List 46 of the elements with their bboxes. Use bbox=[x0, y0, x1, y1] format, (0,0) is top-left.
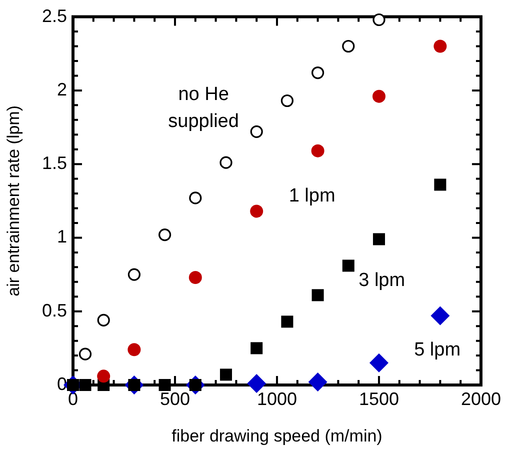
annotation: 1 lpm bbox=[288, 186, 336, 207]
point bbox=[372, 90, 386, 103]
y-axis-title: air entrainment rate (lpm) bbox=[4, 105, 23, 296]
point bbox=[434, 178, 446, 191]
point bbox=[311, 66, 324, 80]
y-tick-label: 0.5 bbox=[42, 300, 67, 320]
point bbox=[369, 353, 388, 372]
annotation: no He supplied bbox=[168, 84, 239, 132]
point bbox=[78, 348, 92, 360]
point bbox=[128, 268, 140, 281]
point bbox=[434, 40, 447, 53]
y-tick-label: 1.5 bbox=[42, 153, 67, 174]
point bbox=[188, 270, 202, 284]
point bbox=[342, 260, 354, 272]
annotation: 3 lpm bbox=[358, 270, 406, 292]
point bbox=[430, 306, 450, 326]
point bbox=[250, 204, 264, 218]
y-tick-label: 2 bbox=[56, 79, 67, 100]
point bbox=[97, 314, 110, 326]
x-tick-label: 1500 bbox=[358, 388, 400, 409]
point bbox=[158, 378, 171, 392]
point bbox=[247, 374, 266, 394]
point bbox=[312, 289, 324, 302]
point bbox=[281, 316, 294, 328]
point bbox=[97, 370, 110, 383]
point bbox=[280, 94, 294, 108]
point bbox=[342, 40, 355, 53]
point bbox=[372, 13, 386, 26]
point bbox=[189, 192, 202, 204]
x-axis-title: fiber drawing speed (m/min) bbox=[172, 426, 382, 446]
point bbox=[158, 228, 172, 242]
y-tick-label: 1 bbox=[56, 226, 67, 247]
point bbox=[308, 372, 328, 392]
x-tick-label: 1000 bbox=[256, 388, 298, 409]
point bbox=[220, 368, 232, 381]
annotation: 5 lpm bbox=[414, 340, 461, 361]
point bbox=[128, 343, 141, 356]
y-tick-label: 2.5 bbox=[42, 6, 67, 26]
x-tick-label: 2000 bbox=[460, 388, 501, 409]
point bbox=[250, 125, 263, 138]
point bbox=[250, 342, 263, 354]
point bbox=[311, 144, 324, 158]
x-tick-label: 500 bbox=[160, 388, 190, 409]
point bbox=[372, 233, 385, 246]
point bbox=[79, 378, 92, 392]
point bbox=[220, 156, 232, 169]
